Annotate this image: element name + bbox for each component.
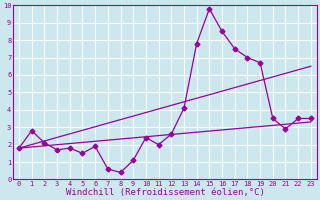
X-axis label: Windchill (Refroidissement éolien,°C): Windchill (Refroidissement éolien,°C) — [66, 188, 264, 197]
